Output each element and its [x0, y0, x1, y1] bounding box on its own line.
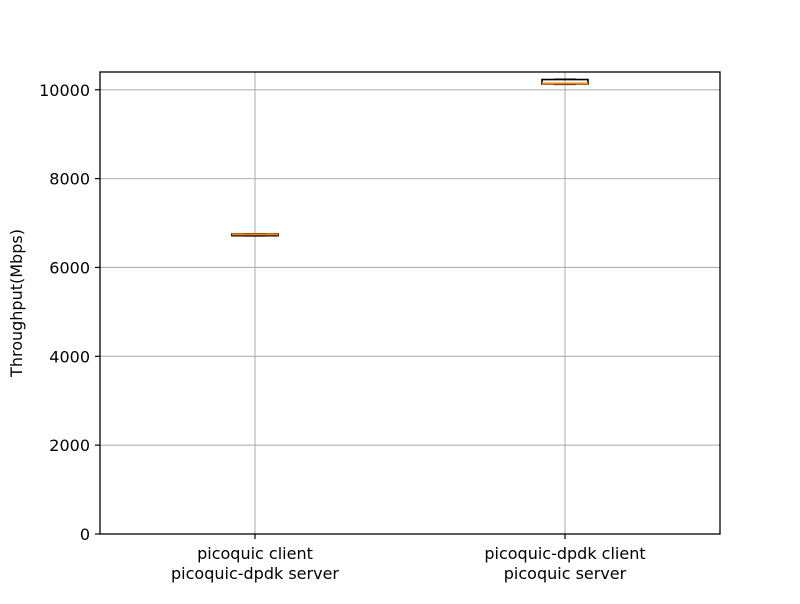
box-layer — [231, 78, 589, 237]
y-tick-label: 2000 — [49, 436, 90, 455]
tick-layer: 0 2000 4000 6000 8000 10000 — [39, 81, 566, 544]
grid-layer — [100, 72, 720, 535]
y-tick-label: 10000 — [39, 81, 90, 100]
y-tick-label: 4000 — [49, 347, 90, 366]
x-category-label-line1: picoquic-dpdk client — [484, 544, 645, 563]
y-tick-label: 6000 — [49, 258, 90, 277]
y-axis-title: Throughput(Mbps) — [7, 229, 26, 378]
x-category-label-line2: picoquic server — [504, 564, 627, 583]
y-tick-label: 8000 — [49, 170, 90, 189]
x-category-label-line1: picoquic client — [197, 544, 313, 563]
plot-frame — [99, 71, 721, 535]
label-layer: Throughput(Mbps) picoquic clientpicoquic… — [7, 229, 646, 583]
y-tick-label: 0 — [80, 525, 90, 544]
x-category-label-line2: picoquic-dpdk server — [171, 564, 339, 583]
